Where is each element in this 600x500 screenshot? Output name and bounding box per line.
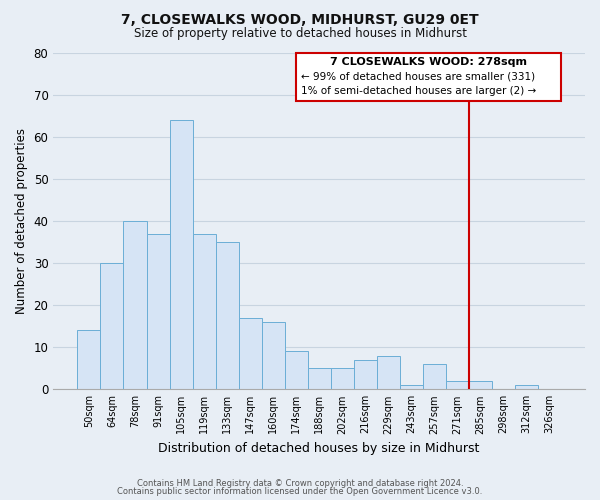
Text: 1% of semi-detached houses are larger (2) →: 1% of semi-detached houses are larger (2…	[301, 86, 536, 96]
Bar	[124, 221, 146, 390]
Text: Size of property relative to detached houses in Midhurst: Size of property relative to detached ho…	[133, 28, 467, 40]
Text: 7 CLOSEWALKS WOOD: 278sqm: 7 CLOSEWALKS WOOD: 278sqm	[330, 56, 527, 66]
Bar	[400, 385, 423, 390]
Bar	[262, 322, 284, 390]
Bar	[331, 368, 353, 390]
Text: Contains public sector information licensed under the Open Government Licence v3: Contains public sector information licen…	[118, 487, 482, 496]
Bar	[284, 352, 308, 390]
Text: ← 99% of detached houses are smaller (331): ← 99% of detached houses are smaller (33…	[301, 72, 535, 82]
Y-axis label: Number of detached properties: Number of detached properties	[15, 128, 28, 314]
Bar	[170, 120, 193, 390]
Bar	[146, 234, 170, 390]
Bar	[308, 368, 331, 390]
Bar	[215, 242, 239, 390]
X-axis label: Distribution of detached houses by size in Midhurst: Distribution of detached houses by size …	[158, 442, 480, 455]
Bar	[423, 364, 446, 390]
Bar	[446, 381, 469, 390]
FancyBboxPatch shape	[296, 52, 561, 101]
Bar	[77, 330, 100, 390]
Bar	[377, 356, 400, 390]
Bar	[100, 263, 124, 390]
Bar	[239, 318, 262, 390]
Text: 7, CLOSEWALKS WOOD, MIDHURST, GU29 0ET: 7, CLOSEWALKS WOOD, MIDHURST, GU29 0ET	[121, 12, 479, 26]
Bar	[515, 385, 538, 390]
Text: Contains HM Land Registry data © Crown copyright and database right 2024.: Contains HM Land Registry data © Crown c…	[137, 478, 463, 488]
Bar	[193, 234, 215, 390]
Bar	[353, 360, 377, 390]
Bar	[469, 381, 492, 390]
